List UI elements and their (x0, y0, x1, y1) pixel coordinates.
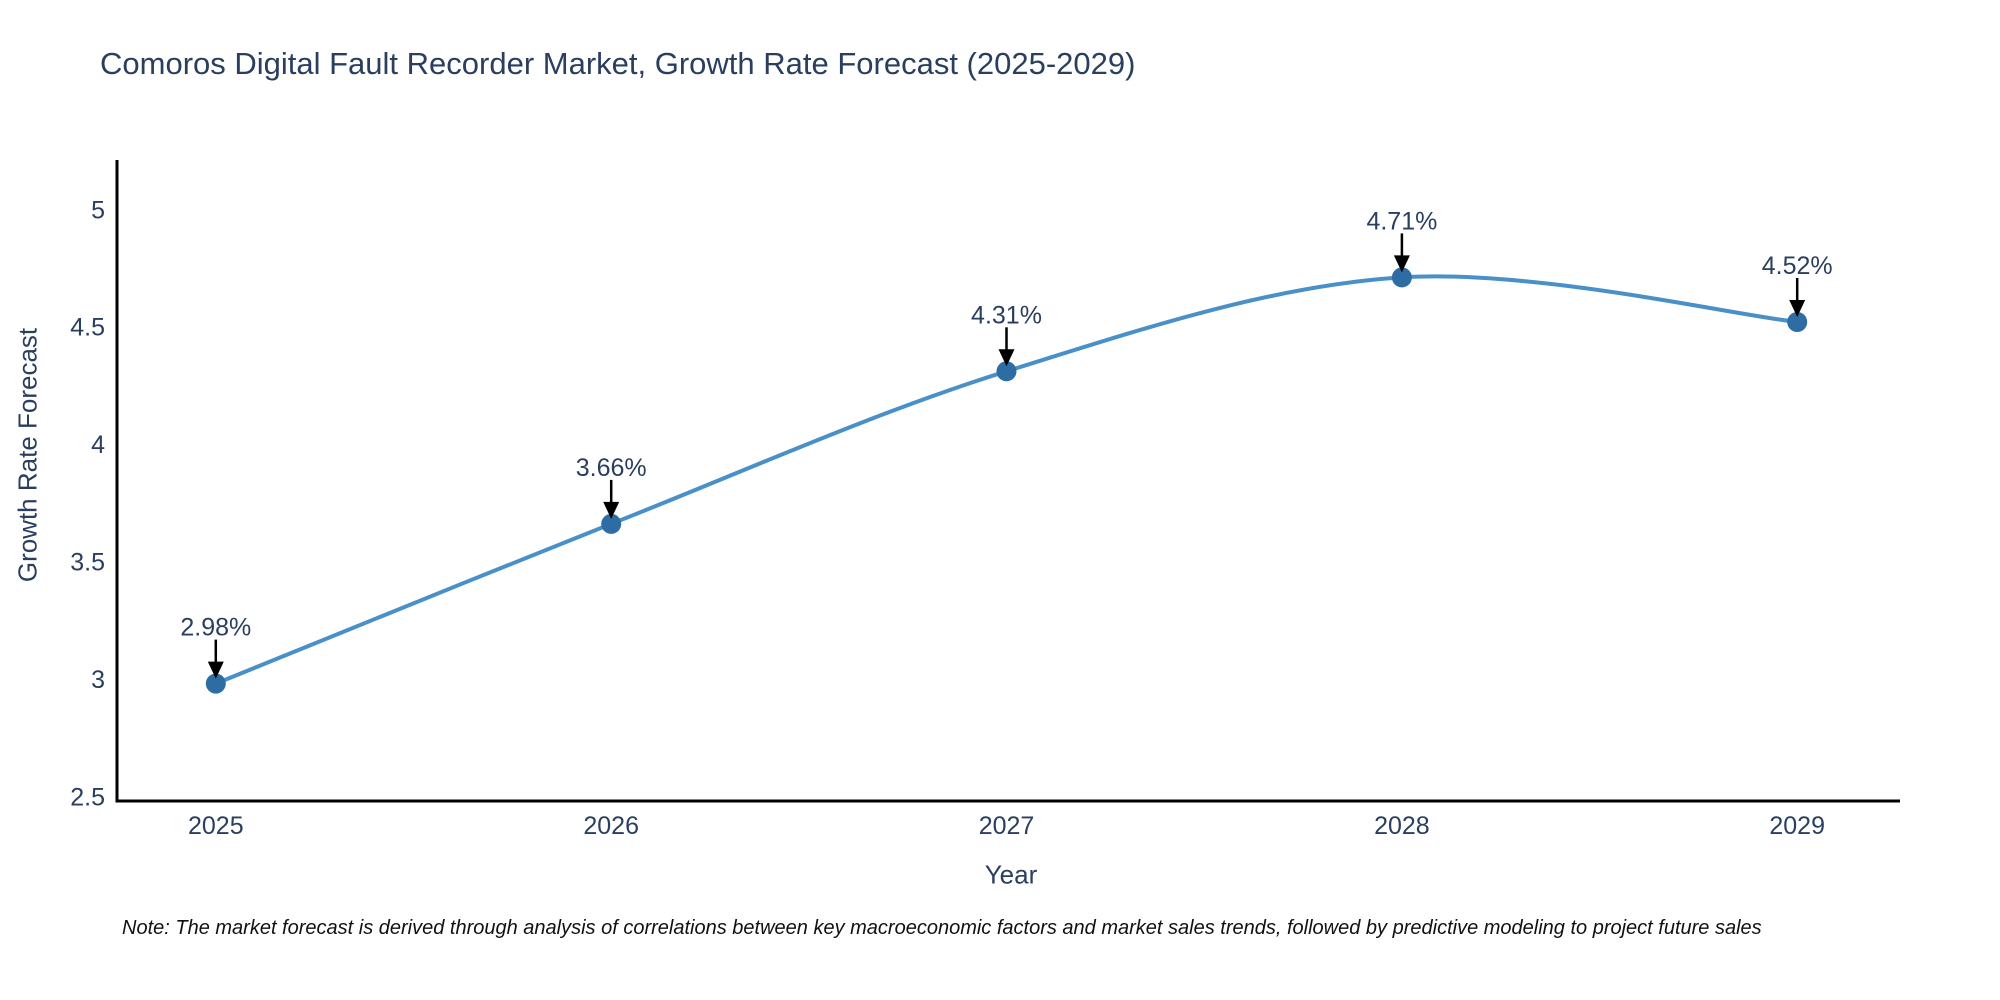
annotation-arrowhead (603, 501, 620, 519)
data-point-marker (1787, 312, 1808, 332)
data-point-label: 4.52% (1762, 252, 1833, 280)
y-tick-label: 2.5 (70, 783, 105, 811)
annotation-arrowhead (998, 349, 1015, 367)
y-tick-label: 3 (91, 666, 105, 694)
data-point-marker (996, 361, 1017, 382)
y-tick-label: 3.5 (70, 549, 105, 577)
data-point-marker (1391, 267, 1412, 288)
data-point-label: 3.66% (576, 454, 647, 482)
chart-title: Comoros Digital Fault Recorder Market, G… (100, 46, 1136, 81)
y-tick-label: 4.5 (70, 314, 105, 342)
data-point-marker (205, 673, 226, 694)
data-point-label: 2.98% (180, 614, 251, 642)
annotation-arrowhead (1393, 255, 1410, 273)
y-tick-label: 4 (91, 431, 105, 459)
x-axis-title: Year (984, 859, 1038, 890)
data-point-label: 4.71% (1366, 207, 1437, 235)
annotation-arrowhead (1789, 300, 1806, 317)
data-point-label: 4.31% (971, 301, 1042, 329)
annotation-arrowhead (207, 661, 224, 679)
x-tick-label: 2027 (979, 812, 1035, 840)
x-tick-label: 2025 (188, 812, 244, 840)
y-tick-label: 5 (91, 196, 105, 224)
data-point-marker (601, 513, 622, 534)
x-tick-label: 2029 (1769, 812, 1825, 840)
x-tick-label: 2026 (583, 812, 639, 840)
x-tick-label: 2028 (1374, 812, 1430, 840)
footnote: Note: The market forecast is derived thr… (122, 917, 1762, 939)
